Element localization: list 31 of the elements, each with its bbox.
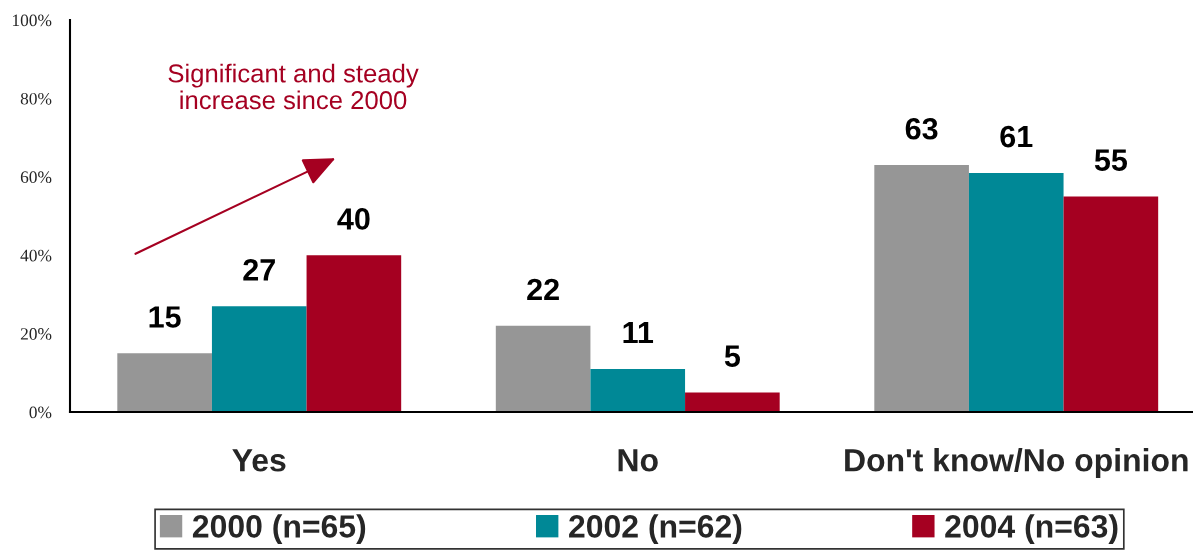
data-label: 40 — [337, 208, 370, 230]
y-tick-label: 0% — [29, 406, 52, 419]
x-tick-label: Don't know/No opinion — [845, 448, 1188, 478]
bar — [874, 165, 969, 412]
data-label: 61 — [1000, 125, 1033, 148]
bar — [1063, 196, 1159, 412]
x-tick-label: Yes — [232, 449, 286, 472]
data-label: 15 — [149, 306, 181, 328]
data-label: 11 — [623, 322, 654, 344]
data-label: 55 — [1094, 149, 1128, 171]
data-label: 22 — [527, 278, 559, 300]
bar — [117, 353, 212, 412]
bar — [306, 255, 402, 412]
legend-label: 2000 (n=65) — [192, 514, 366, 544]
x-tick-label: No — [618, 449, 658, 472]
bar — [968, 172, 1064, 412]
annotation: Significant and steady increase since 2000 — [168, 63, 419, 110]
bar — [495, 325, 591, 412]
y-tick-label: 40% — [20, 249, 52, 262]
data-label: 5 — [724, 345, 741, 367]
data-label: 27 — [243, 259, 275, 281]
y-tick-label: 100% — [12, 14, 52, 27]
bar — [211, 306, 307, 412]
y-tick-label: 60% — [20, 171, 52, 184]
data-label: 63 — [905, 117, 938, 140]
y-tick-label: 80% — [20, 92, 52, 105]
bar — [590, 368, 686, 412]
legend-label: 2002 (n=62) — [569, 514, 742, 544]
legend-label: 2004 (n=63) — [945, 514, 1118, 544]
bar — [685, 392, 780, 412]
y-tick-label: 20% — [20, 328, 52, 340]
